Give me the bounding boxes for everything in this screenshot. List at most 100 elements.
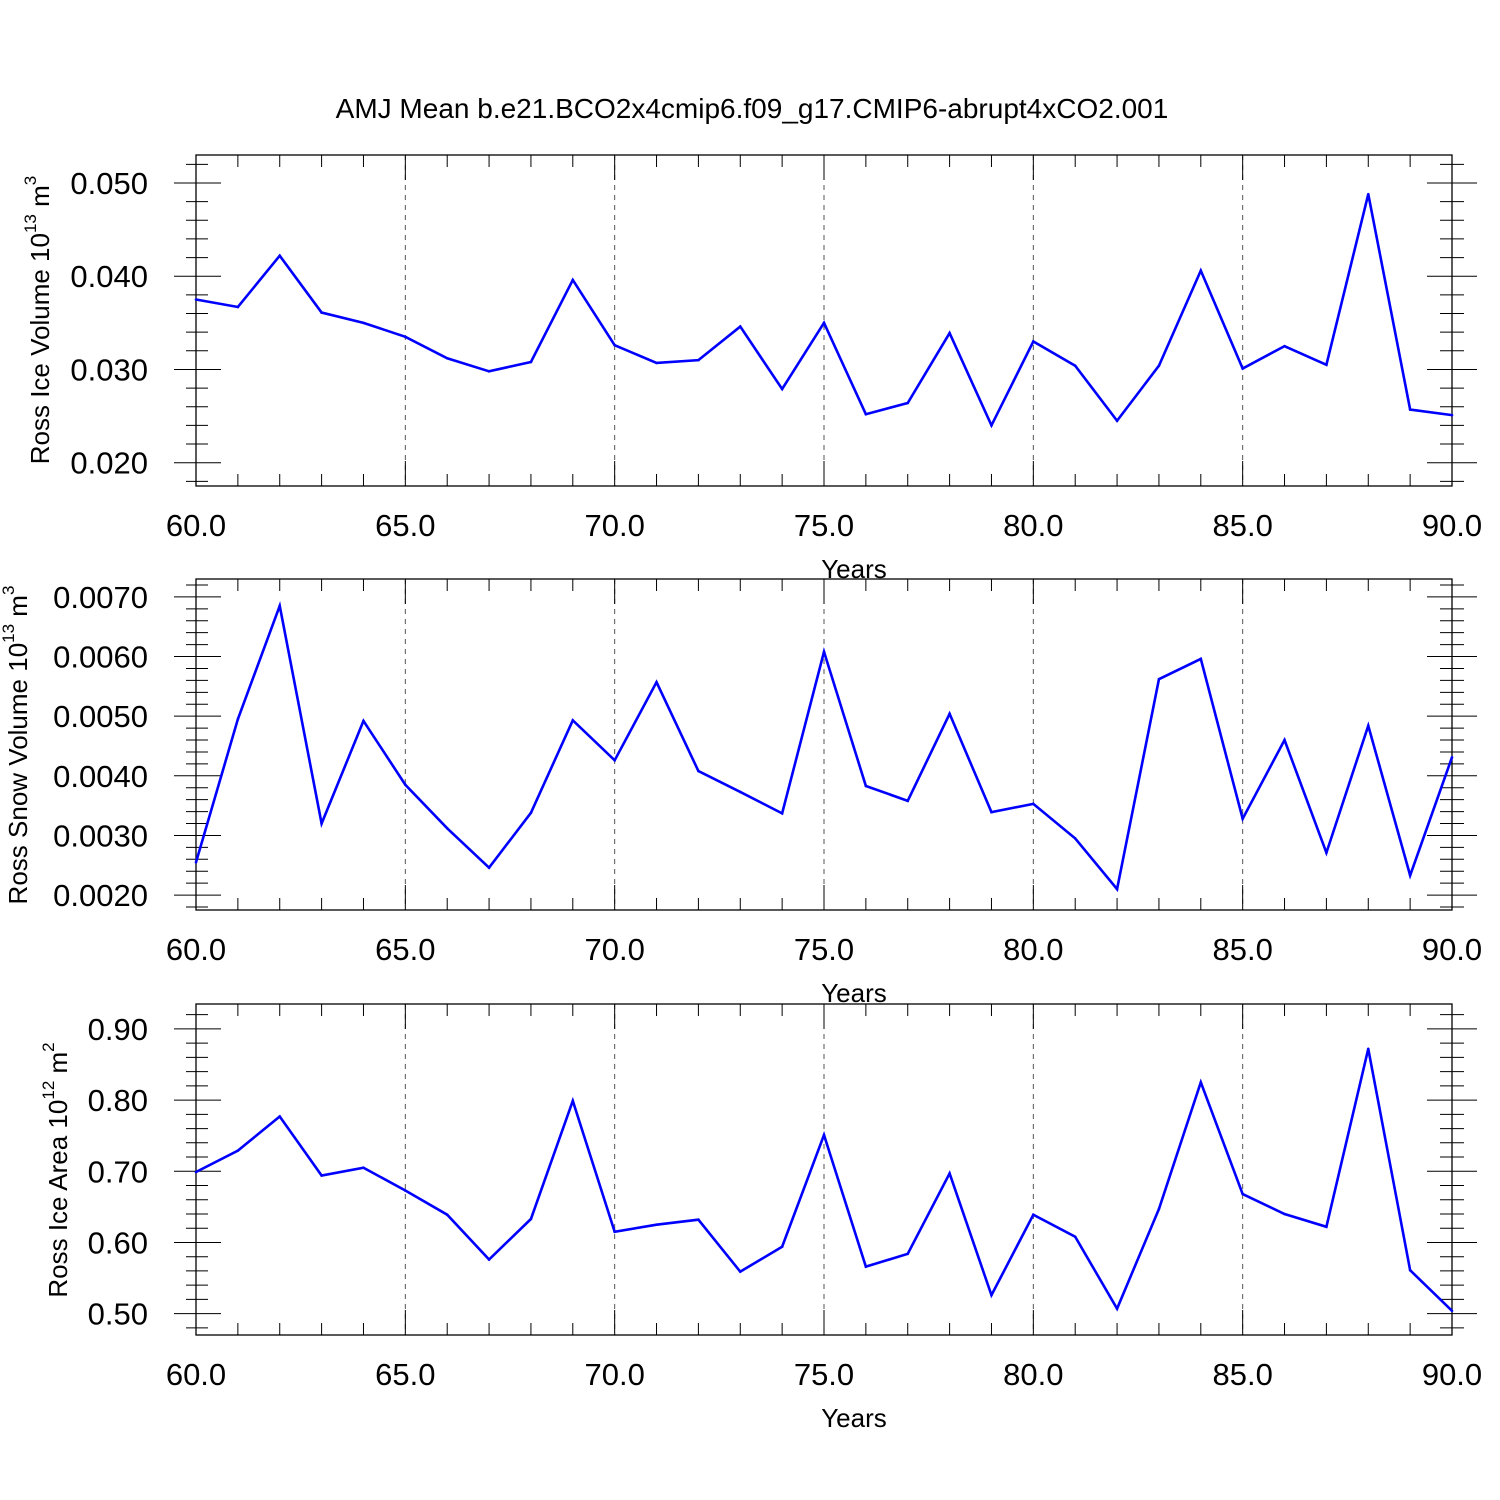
data-point	[655, 361, 658, 365]
x-tick-label: 65.0	[375, 1357, 435, 1392]
data-point	[990, 424, 993, 427]
x-axis-label: Years	[821, 1403, 887, 1433]
data-point	[948, 331, 951, 335]
data-point	[1199, 269, 1203, 272]
y-tick-label: 0.020	[70, 446, 148, 481]
data-point	[236, 305, 240, 309]
data-point	[1241, 367, 1244, 370]
data-point	[697, 769, 700, 773]
y-tick-label: 0.030	[70, 352, 148, 387]
x-tick-label: 75.0	[794, 508, 854, 543]
data-point	[780, 1245, 784, 1249]
data-point	[1408, 1268, 1412, 1272]
data-point	[864, 412, 868, 416]
data-point	[445, 826, 449, 830]
data-point	[1325, 851, 1328, 855]
y-tick-label: 0.040	[70, 259, 148, 294]
x-tick-label: 85.0	[1212, 508, 1272, 543]
data-point	[1325, 363, 1328, 367]
data-point	[1366, 1047, 1370, 1051]
y-axis-label-superscript: 2	[39, 1042, 58, 1051]
data-point	[990, 810, 993, 814]
y-tick-label: 0.50	[88, 1297, 148, 1332]
y-tick-label: 0.0030	[53, 818, 148, 853]
data-point	[404, 783, 407, 787]
y-axis-label-text: m	[43, 1052, 73, 1081]
data-point	[236, 1149, 240, 1152]
data-point	[1157, 677, 1161, 681]
data-point	[822, 1133, 826, 1137]
data-point	[1325, 1225, 1328, 1229]
x-tick-label: 60.0	[166, 508, 226, 543]
data-point	[1366, 192, 1370, 196]
y-axis-label-superscript: 12	[39, 1081, 58, 1100]
x-tick-label: 75.0	[794, 932, 854, 967]
data-point	[320, 1174, 323, 1177]
x-tick-label: 65.0	[375, 508, 435, 543]
data-point	[571, 1099, 575, 1103]
data-point	[278, 1115, 282, 1118]
x-tick-label: 85.0	[1212, 1357, 1272, 1392]
data-point	[529, 360, 533, 364]
data-point	[362, 321, 365, 325]
data-point	[613, 759, 616, 762]
x-tick-label: 70.0	[584, 508, 644, 543]
y-tick-label: 0.0060	[53, 640, 148, 675]
data-point	[194, 860, 198, 864]
data-point	[1032, 802, 1035, 806]
data-point	[738, 1270, 742, 1273]
data-point	[1073, 837, 1077, 840]
data-point	[487, 370, 491, 373]
data-point	[487, 1258, 491, 1261]
x-tick-label: 60.0	[166, 1357, 226, 1392]
data-point	[1032, 1213, 1035, 1217]
y-tick-label: 0.0040	[53, 759, 148, 794]
data-point	[864, 784, 868, 788]
x-tick-label: 90.0	[1422, 932, 1482, 967]
data-point	[404, 1189, 407, 1192]
data-point	[320, 822, 323, 825]
data-point	[822, 321, 826, 325]
data-point	[571, 278, 575, 282]
data-point	[1408, 408, 1412, 411]
chart-panel-1: 60.0 65.0 70.0 75.0 80.0 85.0 90.0 0.020 0.030 0.…	[21, 154, 1482, 584]
data-point	[1366, 724, 1370, 728]
data-point	[948, 712, 951, 716]
data-point	[906, 1252, 910, 1256]
data-point	[1115, 1307, 1119, 1310]
data-point	[655, 680, 658, 684]
y-axis-label-text: Ross Ice Area 10	[43, 1100, 73, 1298]
data-point	[1241, 817, 1244, 821]
y-axis-label-text: Ross Snow Volume 10	[3, 643, 33, 905]
y-tick-label: 0.050	[70, 166, 148, 201]
y-tick-label: 0.70	[88, 1154, 148, 1189]
data-point	[738, 325, 742, 328]
data-point	[1450, 1309, 1454, 1313]
data-point	[236, 717, 240, 721]
x-tick-label: 70.0	[584, 1357, 644, 1392]
data-point	[278, 254, 282, 257]
y-tick-label: 0.90	[88, 1012, 148, 1047]
data-point	[697, 358, 700, 362]
y-tick-label: 0.0020	[53, 878, 148, 913]
x-tick-label: 90.0	[1422, 508, 1482, 543]
data-point	[655, 1223, 658, 1226]
data-point	[362, 1166, 365, 1170]
plot-frame	[195, 578, 1453, 911]
data-point	[697, 1218, 700, 1221]
y-axis-label: Ross Snow Volume 1013 m3	[0, 586, 33, 905]
data-point	[1157, 364, 1161, 368]
data-point	[1199, 1081, 1203, 1084]
x-tick-label: 90.0	[1422, 1357, 1482, 1392]
data-point	[194, 298, 198, 301]
data-point	[906, 799, 910, 803]
y-tick-label: 0.80	[88, 1083, 148, 1118]
data-point	[1073, 1235, 1077, 1239]
chart-panel-2: 60.0 65.0 70.0 75.0 80.0 85.0 90.0 0.0020 0.0030…	[0, 578, 1482, 1008]
plot-frame	[195, 1003, 1453, 1336]
y-axis-label-superscript: 13	[0, 624, 18, 643]
y-tick-label: 0.0070	[53, 580, 148, 615]
data-point	[1115, 887, 1119, 891]
